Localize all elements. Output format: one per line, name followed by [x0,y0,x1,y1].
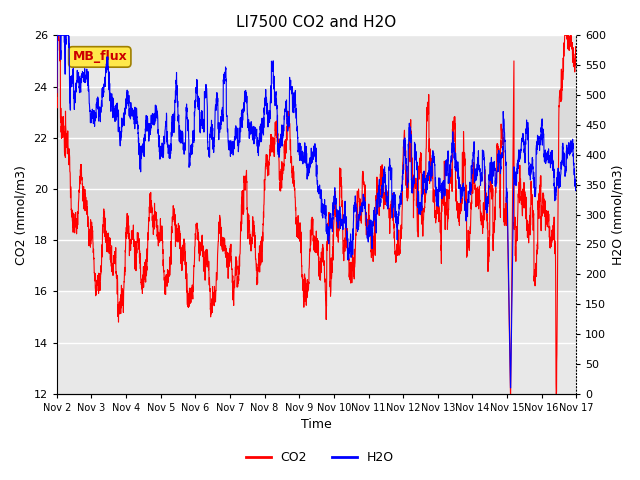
Y-axis label: CO2 (mmol/m3): CO2 (mmol/m3) [15,165,28,264]
Y-axis label: H2O (mmol/m3): H2O (mmol/m3) [612,164,625,265]
Legend: CO2, H2O: CO2, H2O [241,446,399,469]
Bar [57,86,576,291]
Title: LI7500 CO2 and H2O: LI7500 CO2 and H2O [236,15,397,30]
Text: MB_flux: MB_flux [72,50,127,63]
X-axis label: Time: Time [301,419,332,432]
